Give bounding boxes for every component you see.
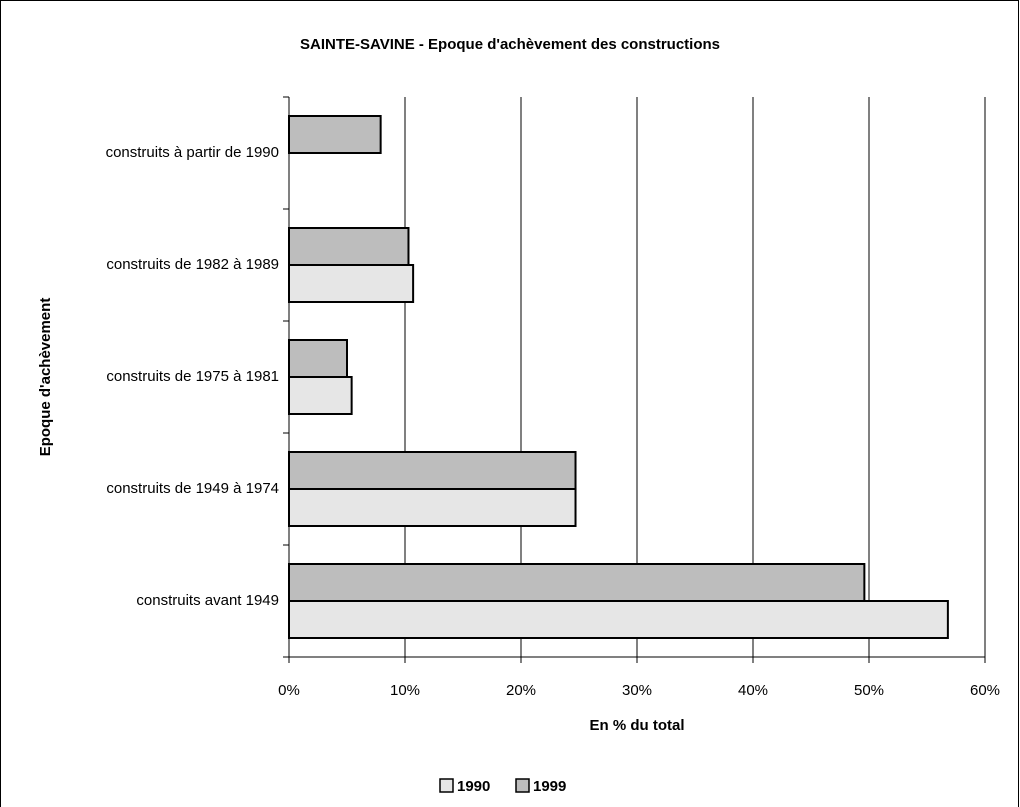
bar (288, 563, 866, 602)
x-tick-label: 0% (278, 682, 300, 699)
legend-label: 1999 (533, 778, 566, 795)
legend-swatch (439, 778, 454, 793)
x-tick-label: 30% (622, 682, 652, 699)
chart-title: SAINTE-SAVINE - Epoque d'achèvement des … (300, 36, 720, 53)
y-tick-label: construits de 1975 à 1981 (106, 368, 279, 385)
x-tick-label: 40% (738, 682, 768, 699)
y-tick-label: construits de 1982 à 1989 (106, 256, 279, 273)
y-tick-label: construits à partir de 1990 (106, 144, 279, 161)
y-tick-label: construits de 1949 à 1974 (106, 480, 279, 497)
legend-label: 1990 (457, 778, 490, 795)
bar (288, 264, 415, 303)
bar (288, 600, 949, 639)
legend-swatch (515, 778, 530, 793)
y-axis-title: Epoque d'achèvement (37, 298, 54, 457)
bar (288, 339, 348, 378)
bar (288, 451, 577, 490)
bar (288, 376, 353, 415)
bar (288, 115, 382, 154)
x-tick-label: 60% (970, 682, 1000, 699)
x-tick-label: 20% (506, 682, 536, 699)
x-axis-title: En % du total (590, 717, 685, 734)
y-tick-label: construits avant 1949 (136, 592, 279, 609)
x-tick-label: 10% (390, 682, 420, 699)
x-tick-label: 50% (854, 682, 884, 699)
bar (288, 227, 410, 266)
bar (288, 488, 577, 527)
